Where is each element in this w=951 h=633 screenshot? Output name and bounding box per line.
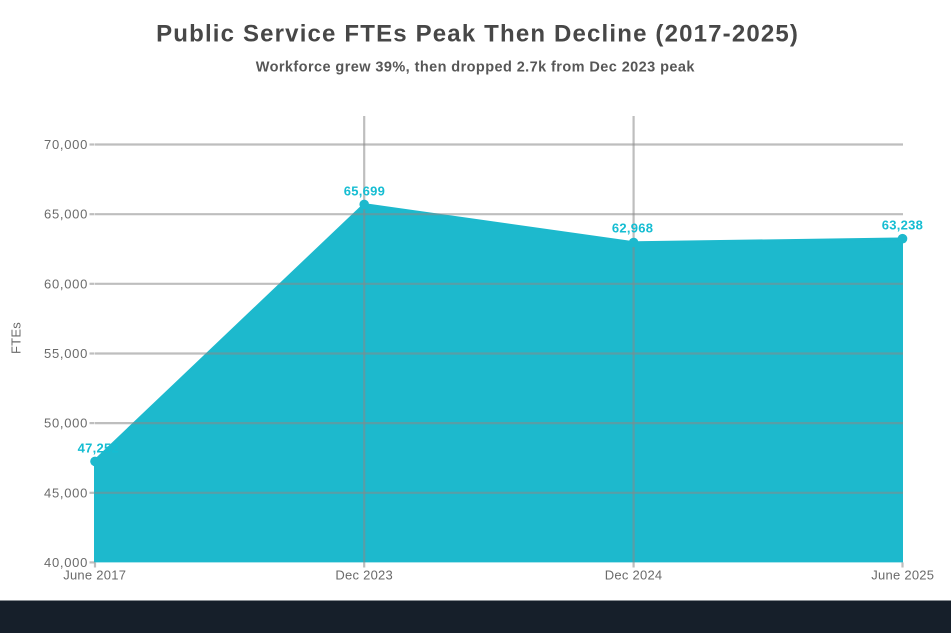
svg-text:June 2025: June 2025 [871,568,934,583]
svg-text:Dec 2024: Dec 2024 [605,568,663,583]
svg-text:40,000: 40,000 [44,555,88,570]
svg-text:Workforce grew 39%, then dropp: Workforce grew 39%, then dropped 2.7k fr… [256,60,696,76]
svg-text:62,968: 62,968 [612,220,653,235]
svg-text:Dec 2023: Dec 2023 [335,568,393,583]
svg-text:FTEs: FTEs [9,322,24,354]
svg-text:50,000: 50,000 [44,416,88,431]
svg-text:47,252: 47,252 [78,440,119,455]
svg-text:55,000: 55,000 [44,346,88,361]
svg-text:70,000: 70,000 [44,137,88,152]
svg-text:June 2017: June 2017 [63,568,126,583]
svg-text:45,000: 45,000 [44,485,88,500]
svg-text:65,699: 65,699 [344,183,385,198]
svg-text:65,000: 65,000 [44,207,88,222]
svg-text:Public Service FTEs Peak Then: Public Service FTEs Peak Then Decline (2… [156,20,799,47]
svg-text:63,238: 63,238 [882,217,923,232]
svg-text:60,000: 60,000 [44,276,88,291]
